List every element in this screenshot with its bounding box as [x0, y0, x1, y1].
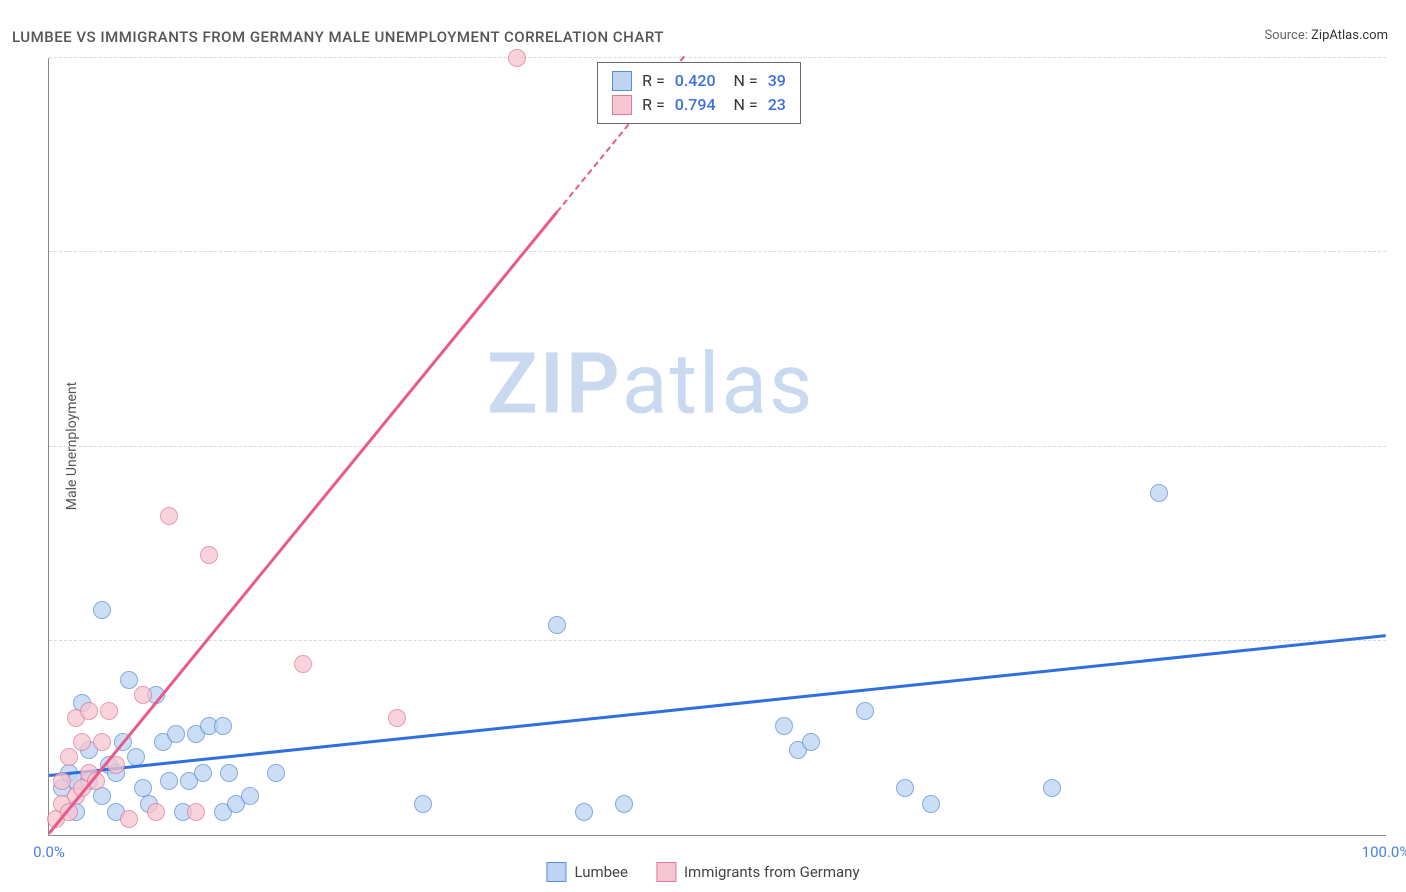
data-point: [922, 795, 940, 813]
chart-title: LUMBEE VS IMMIGRANTS FROM GERMANY MALE U…: [12, 28, 664, 46]
data-point: [200, 546, 218, 564]
stat-n-label: N =: [726, 93, 758, 117]
data-point: [93, 787, 111, 805]
stat-r-value: 0.794: [675, 93, 716, 117]
data-point: [220, 764, 238, 782]
chart-container: LUMBEE VS IMMIGRANTS FROM GERMANY MALE U…: [0, 0, 1406, 892]
data-point: [93, 733, 111, 751]
data-point: [856, 702, 874, 720]
data-point: [896, 779, 914, 797]
source-value: ZipAtlas.com: [1311, 28, 1388, 43]
data-point: [241, 787, 259, 805]
data-point: [1043, 779, 1061, 797]
data-point: [388, 709, 406, 727]
data-point: [73, 733, 91, 751]
data-point: [508, 49, 526, 67]
legend: Lumbee Immigrants from Germany: [546, 862, 859, 882]
data-point: [147, 803, 165, 821]
data-point: [160, 772, 178, 790]
stat-n-value: 39: [768, 69, 786, 93]
stats-row: R = 0.420 N = 39: [612, 69, 786, 93]
data-point: [100, 702, 118, 720]
legend-label: Immigrants from Germany: [684, 863, 860, 881]
data-point: [267, 764, 285, 782]
data-point: [775, 717, 793, 735]
chart-source: Source: ZipAtlas.com: [1264, 28, 1388, 43]
legend-swatch: [546, 862, 566, 882]
data-point: [187, 803, 205, 821]
trend-line: [48, 211, 558, 834]
data-point: [167, 725, 185, 743]
legend-item: Immigrants from Germany: [656, 862, 860, 882]
gridline: [49, 57, 1386, 58]
data-point: [194, 764, 212, 782]
source-label: Source:: [1264, 28, 1307, 43]
stats-row: R = 0.794 N = 23: [612, 93, 786, 117]
series-swatch: [612, 95, 632, 115]
trend-line: [49, 634, 1386, 777]
data-point: [120, 810, 138, 828]
data-point: [294, 655, 312, 673]
data-point: [93, 601, 111, 619]
gridline: [49, 640, 1386, 641]
data-point: [80, 702, 98, 720]
data-point: [575, 803, 593, 821]
legend-swatch: [656, 862, 676, 882]
gridline: [49, 446, 1386, 447]
data-point: [120, 671, 138, 689]
watermark: ZIPatlas: [487, 335, 815, 434]
data-point: [160, 507, 178, 525]
stat-n-value: 23: [768, 93, 786, 117]
watermark-zip: ZIP: [487, 335, 622, 434]
y-tick-label: 100.0%: [1394, 31, 1406, 49]
series-swatch: [612, 71, 632, 91]
stat-n-label: N =: [726, 69, 758, 93]
data-point: [60, 748, 78, 766]
gridline: [49, 251, 1386, 252]
x-tick-label: 100.0%: [1362, 843, 1406, 861]
plot-area: ZIPatlas 25.0%50.0%75.0%100.0%0.0%100.0%…: [48, 58, 1386, 836]
data-point: [802, 733, 820, 751]
y-tick-label: 75.0%: [1394, 225, 1406, 243]
watermark-atlas: atlas: [622, 335, 815, 434]
stat-r-label: R =: [642, 69, 665, 93]
data-point: [214, 717, 232, 735]
legend-label: Lumbee: [574, 863, 628, 881]
stats-box: R = 0.420 N = 39 R = 0.794 N = 23: [597, 62, 801, 124]
stat-r-value: 0.420: [675, 69, 716, 93]
data-point: [548, 616, 566, 634]
data-point: [1150, 484, 1168, 502]
data-point: [134, 686, 152, 704]
stat-r-label: R =: [642, 93, 665, 117]
y-tick-label: 50.0%: [1394, 420, 1406, 438]
x-tick-label: 0.0%: [33, 843, 65, 861]
data-point: [53, 772, 71, 790]
y-tick-label: 25.0%: [1394, 614, 1406, 632]
legend-item: Lumbee: [546, 862, 628, 882]
data-point: [615, 795, 633, 813]
data-point: [414, 795, 432, 813]
